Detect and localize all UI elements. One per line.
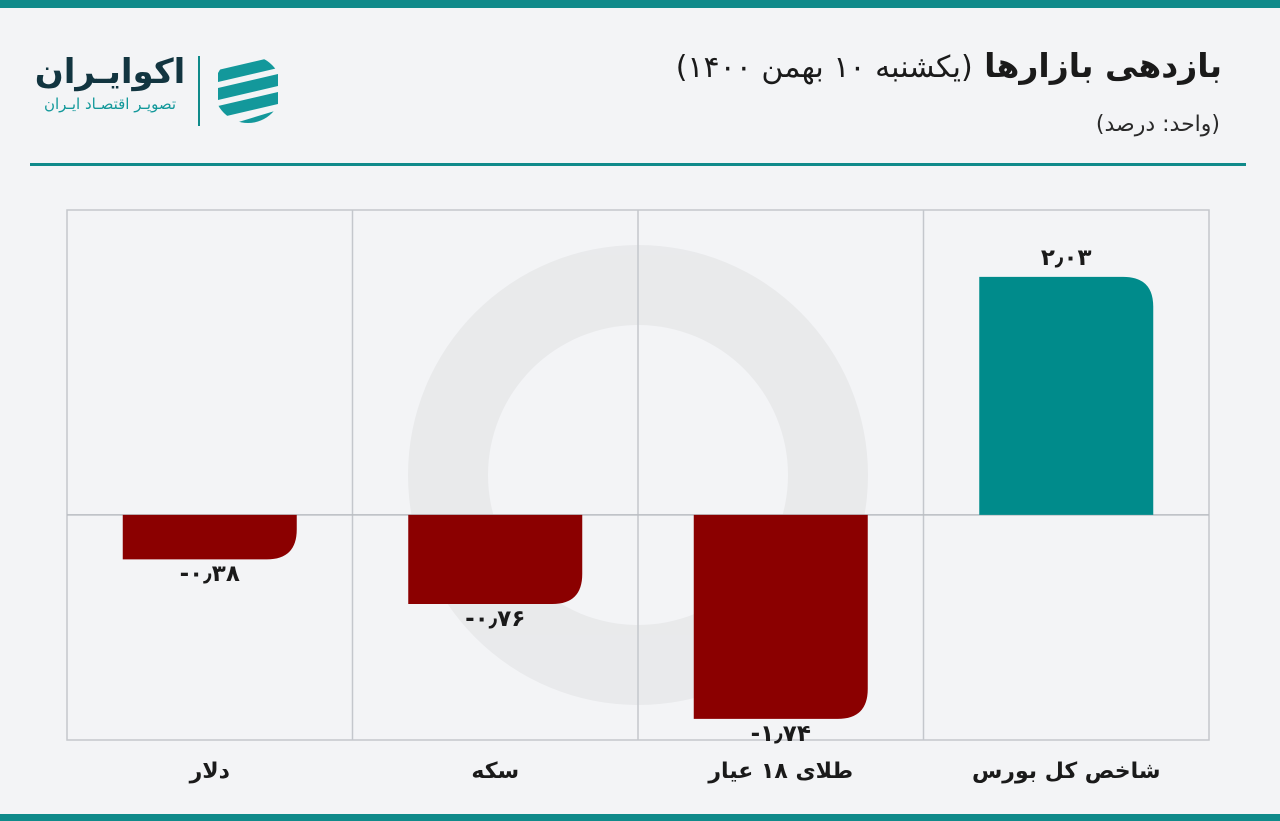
header-divider	[30, 163, 1246, 166]
bottom-accent-bar	[0, 814, 1280, 821]
bar-value-label: -۱٫۷۴	[750, 720, 811, 747]
bar-2	[408, 514, 583, 604]
category-label: شاخص کل بورس	[971, 759, 1161, 784]
bar-value-label: ۲٫۰۳	[1040, 244, 1092, 271]
title-main: بازدهی بازارها	[984, 46, 1222, 85]
bar-4	[979, 276, 1154, 515]
stacked-stripes-circle-icon	[218, 56, 278, 123]
bar-value-label: -۰٫۷۶	[465, 605, 526, 632]
brand-logo: اکوایـران تصویـر اقتصـاد ایـران	[30, 52, 190, 114]
bar-value-label: -۰٫۳۸	[179, 561, 240, 588]
brand-tagline: تصویـر اقتصـاد ایـران	[43, 95, 177, 114]
brand-name: اکوایـران	[34, 52, 186, 92]
bar-3	[693, 514, 868, 719]
logo-divider	[198, 56, 200, 126]
title-date: (یکشنبه ۱۰ بهمن ۱۴۰۰)	[675, 50, 973, 85]
chart-title: بازدهی بازارها (یکشنبه ۱۰ بهمن ۱۴۰۰)	[676, 46, 1222, 85]
unit-label: (واحد: درصد)	[1095, 112, 1220, 137]
category-label: سکه	[471, 759, 520, 784]
chart-bars	[122, 276, 1154, 719]
bar-1	[122, 514, 297, 560]
top-accent-bar	[0, 0, 1280, 8]
category-label: دلار	[189, 759, 230, 784]
category-label: طلای ۱۸ عیار	[708, 759, 854, 784]
